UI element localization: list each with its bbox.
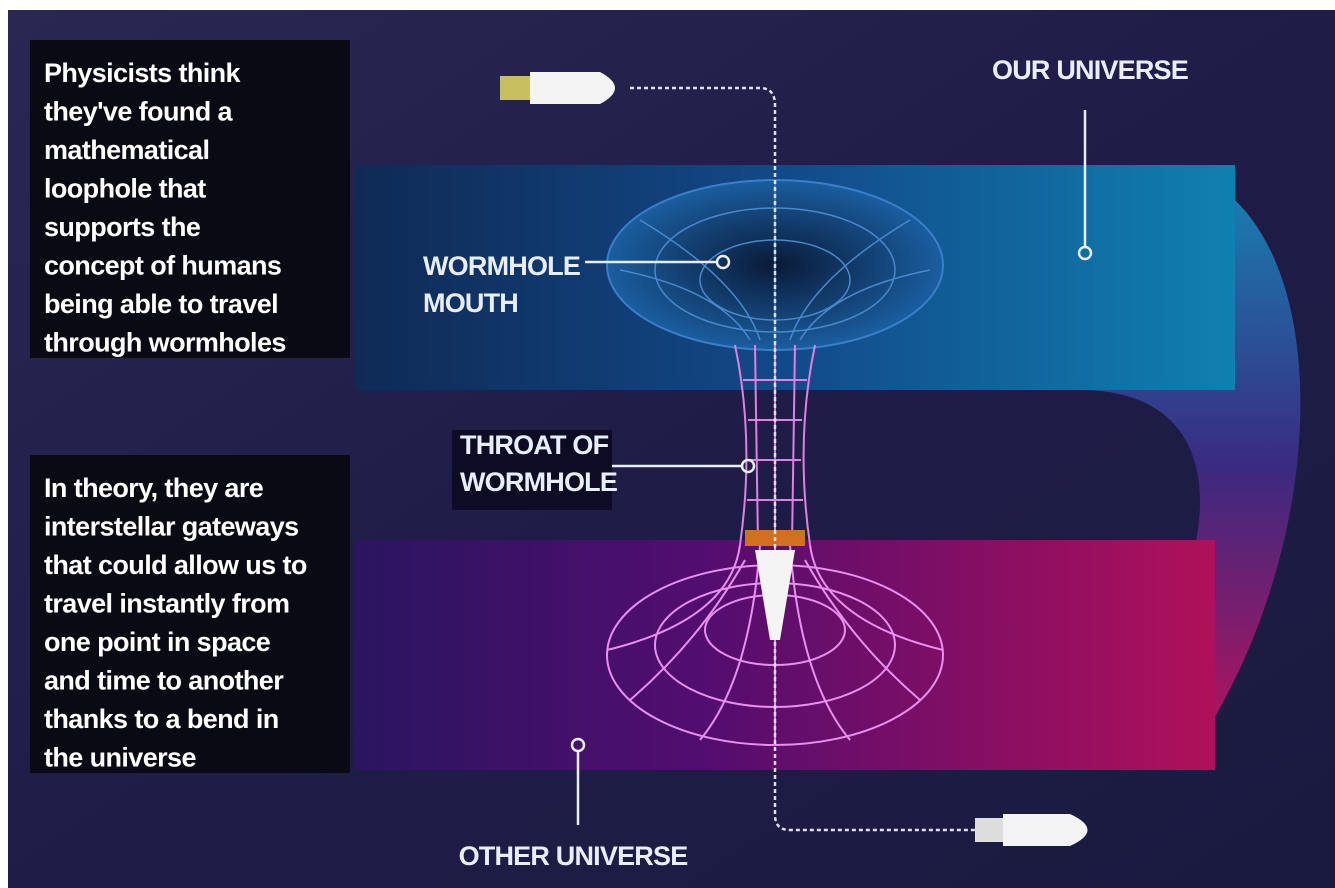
panel-text: being able to travel (44, 289, 278, 319)
panel-text: the universe (44, 743, 196, 773)
leader-lines (570, 110, 1093, 825)
panel-text: loophole that (44, 174, 206, 204)
rocket-bottom (975, 814, 1088, 846)
text-box (30, 455, 350, 773)
panel-text: that could allow us to (44, 550, 307, 580)
panel-text: In theory, they are (44, 473, 264, 503)
panel-text: one point in space (44, 627, 271, 657)
panel-text: interstellar gateways (44, 512, 299, 542)
rocket-top (500, 72, 615, 104)
travel-path (630, 86, 975, 832)
panel-text: concept of humans (44, 251, 281, 281)
diagram-label: OTHER UNIVERSE (459, 841, 688, 871)
panel-text: and time to another (44, 666, 284, 696)
diagram-label: OUR UNIVERSE (992, 55, 1188, 85)
diagram-label: MOUTH (423, 288, 518, 318)
text-box (30, 40, 350, 358)
panel-text: mathematical (44, 135, 209, 165)
diagram-label: THROAT OF (460, 430, 609, 460)
diagram-label: WORMHOLE (423, 251, 580, 281)
diagram-label: WORMHOLE (460, 467, 617, 497)
panel-text: they've found a (44, 97, 234, 127)
label-box (452, 430, 612, 510)
panel-text: supports the (44, 212, 201, 242)
rocket-throat (755, 550, 795, 640)
panel-text: thanks to a bend in (44, 704, 279, 734)
panel-text: through wormholes (44, 328, 286, 358)
mouth-grid (619, 180, 931, 341)
panel-text: Physicists think (44, 58, 242, 88)
panel-text: travel instantly from (44, 589, 289, 619)
